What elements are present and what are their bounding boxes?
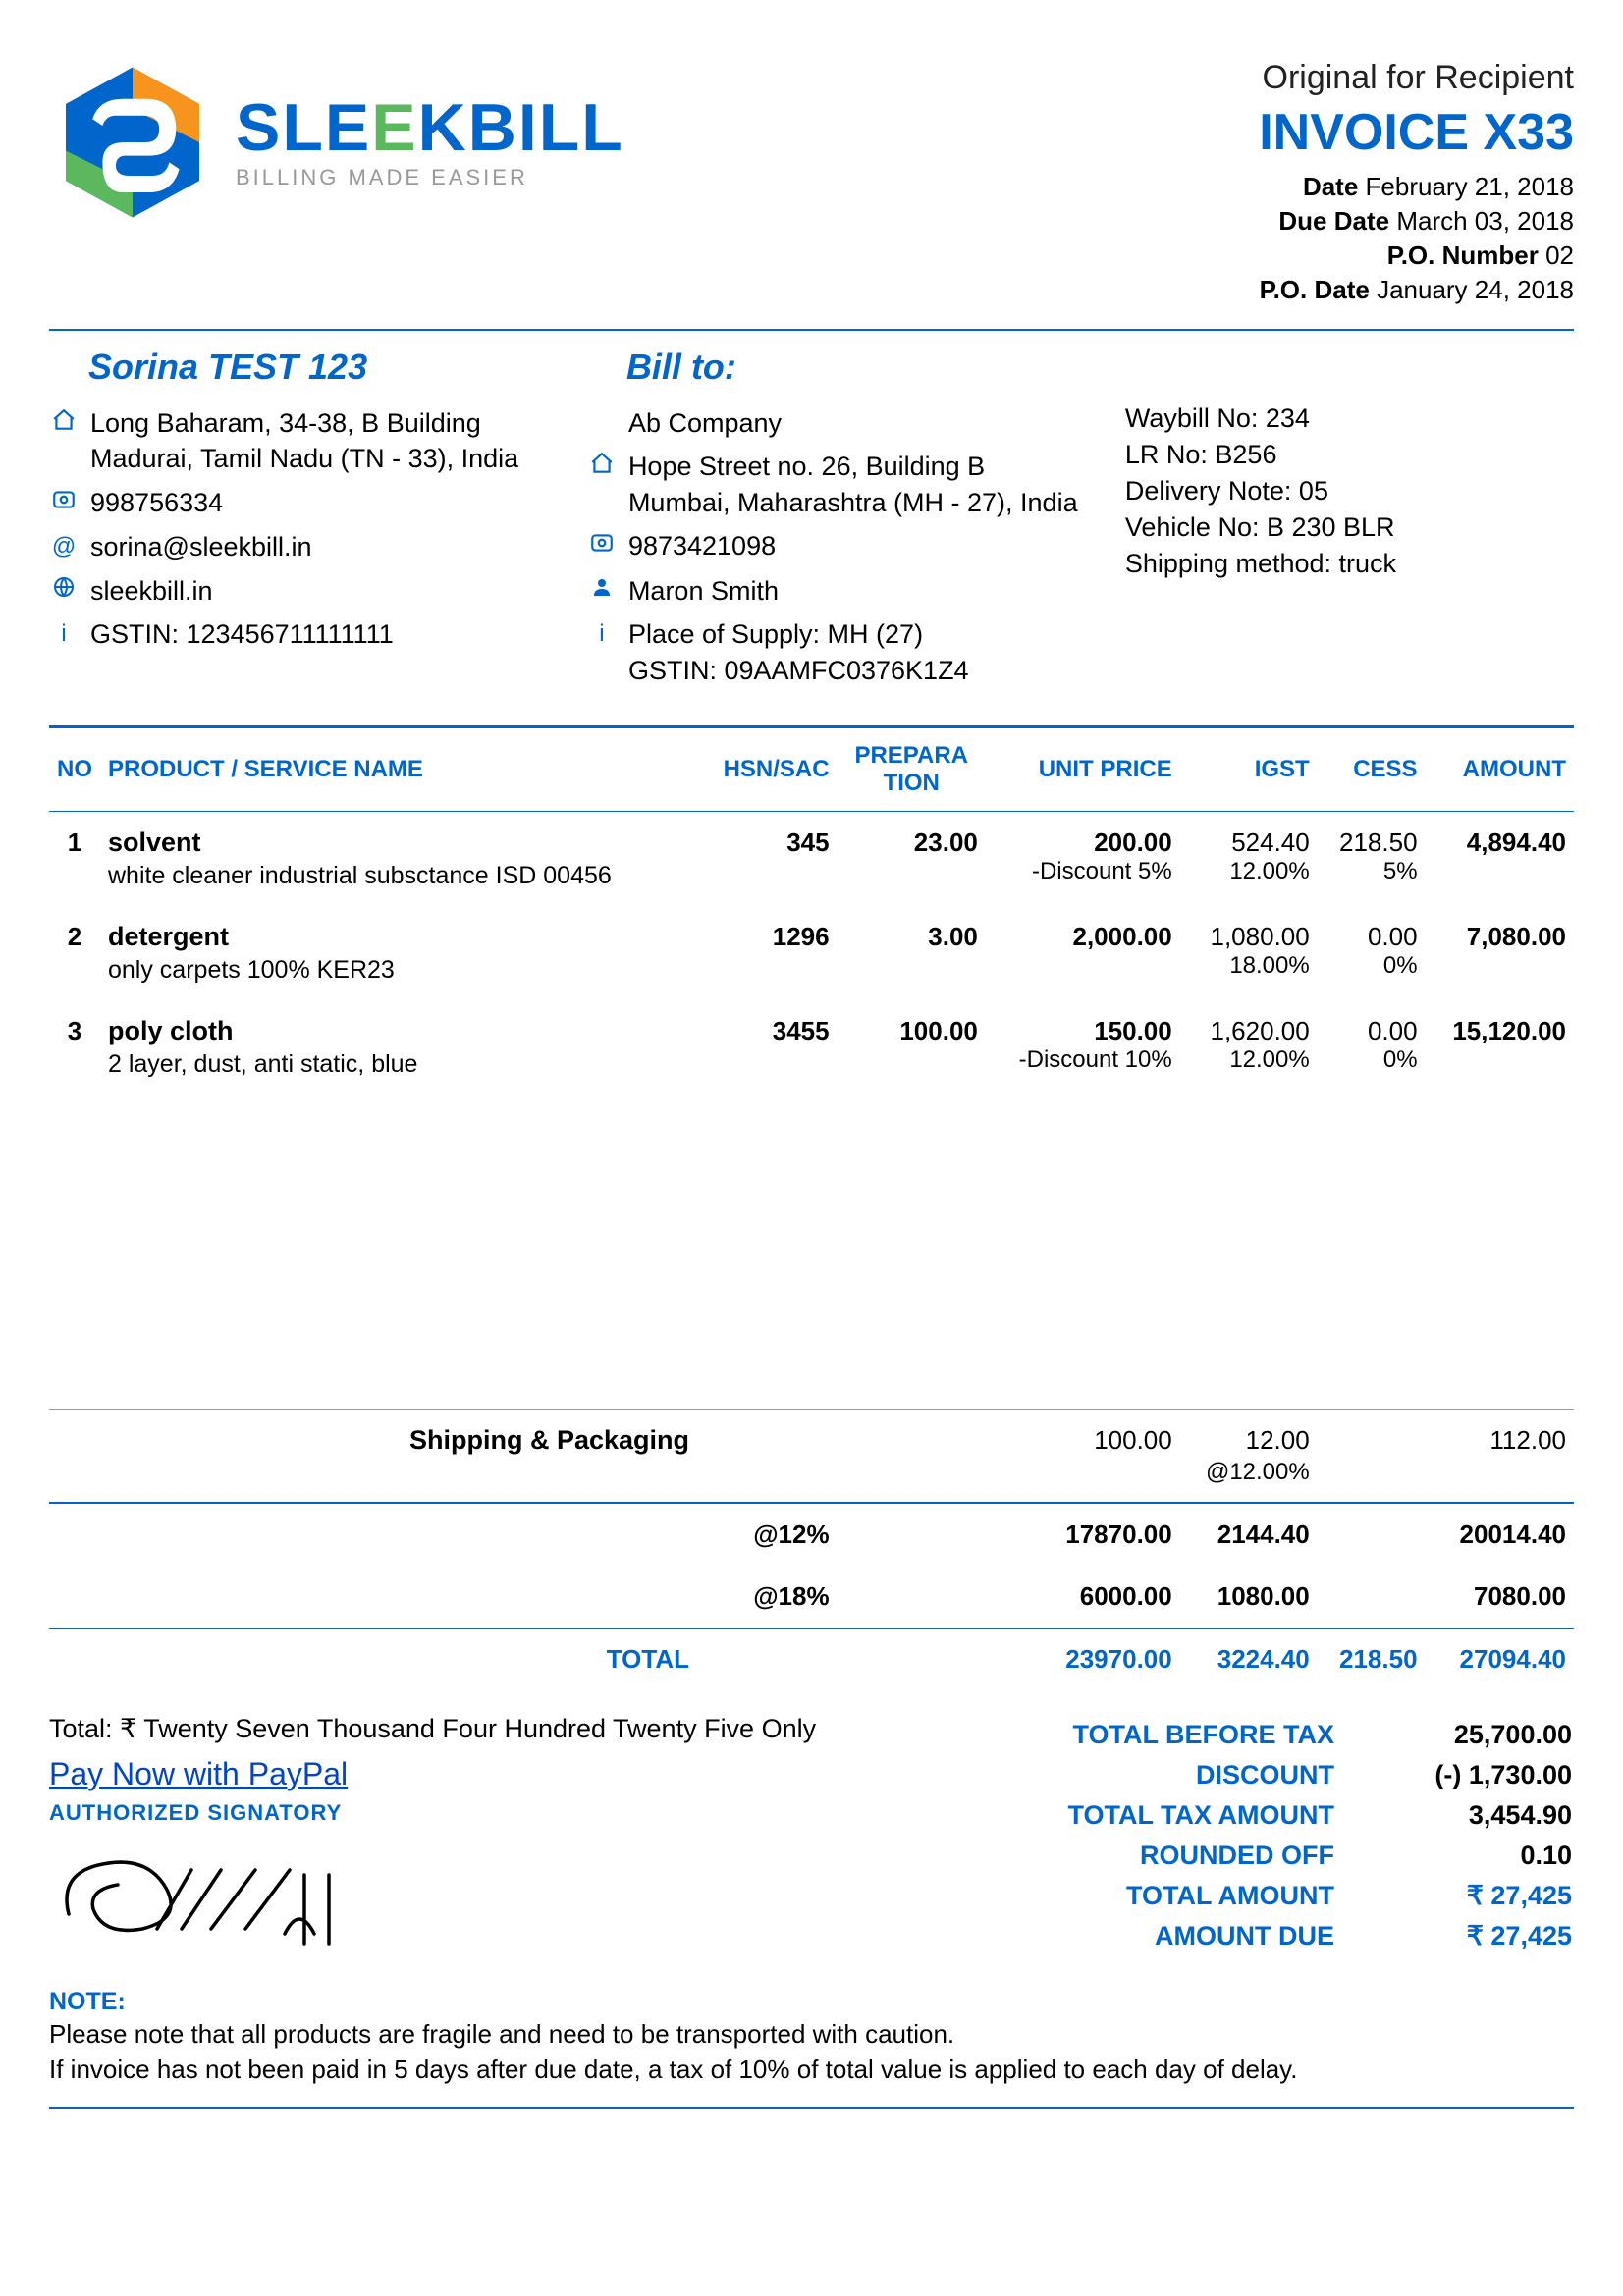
- ship-method: Shipping method: truck: [1125, 549, 1574, 579]
- home-icon: [587, 451, 617, 485]
- due-date: Due Date March 03, 2018: [1259, 206, 1574, 237]
- col-name: PRODUCT / SERVICE NAME: [100, 727, 697, 812]
- vehicle-no: Vehicle No: B 230 BLR: [1125, 512, 1574, 543]
- lr-no: LR No: B256: [1125, 440, 1574, 470]
- signature-image: [49, 1836, 422, 1953]
- info-icon: i: [49, 618, 79, 650]
- note-line-1: Please note that all products are fragil…: [49, 2016, 1574, 2052]
- info-icon: i: [587, 618, 617, 650]
- billto-contact: Maron Smith: [587, 573, 1086, 609]
- table-row: 1 solvent white cleaner industrial subsc…: [49, 812, 1574, 907]
- delivery-note: Delivery Note: 05: [1125, 476, 1574, 507]
- person-icon: [587, 575, 617, 608]
- billto-address: Hope Street no. 26, Building BMumbai, Ma…: [587, 449, 1086, 520]
- invoice-title: INVOICE X33: [1259, 103, 1574, 162]
- total-row: TOTAL 23970.00 3224.40 218.50 27094.40: [49, 1628, 1574, 1690]
- note-title: NOTE:: [49, 1988, 126, 2015]
- footer: Total: ₹ Twenty Seven Thousand Four Hund…: [49, 1714, 1574, 1958]
- logo-block: SLEEKBILL BILLING MADE EASIER: [49, 59, 624, 226]
- table-row: 3 poly cloth 2 layer, dust, anti static,…: [49, 1000, 1574, 1095]
- globe-icon: [49, 575, 79, 608]
- from-web: sleekbill.in: [49, 573, 548, 609]
- note-line-2: If invoice has not been paid in 5 days a…: [49, 2052, 1574, 2087]
- paypal-link[interactable]: Pay Now with PayPal: [49, 1756, 348, 1792]
- logo-icon: [49, 59, 216, 226]
- col-cess: CESS: [1318, 727, 1426, 812]
- phone-icon: [587, 530, 617, 564]
- summary-table: TOTAL BEFORE TAX25,700.00 DISCOUNT(-) 1,…: [928, 1714, 1574, 1957]
- from-gstin: i GSTIN: 123456711111111: [49, 616, 548, 652]
- parties: Sorina TEST 123 Long Baharam, 34-38, B B…: [49, 347, 1574, 696]
- billto-block: Bill to: Ab Company Hope Street no. 26, …: [587, 347, 1086, 696]
- col-price: UNIT PRICE: [986, 727, 1180, 812]
- brand-tagline: BILLING MADE EASIER: [236, 165, 624, 190]
- billto-phone: 9873421098: [587, 528, 1086, 564]
- note-block: NOTE: Please note that all products are …: [49, 1988, 1574, 2109]
- logo-text: SLEEKBILL BILLING MADE EASIER: [236, 94, 624, 190]
- col-prep: PREPARATION: [838, 727, 986, 812]
- table-header-row: NO PRODUCT / SERVICE NAME HSN/SAC PREPAR…: [49, 727, 1574, 812]
- phone-icon: [49, 487, 79, 521]
- invoice-meta: Original for Recipient INVOICE X33 Date …: [1259, 59, 1574, 309]
- shipping-block: Waybill No: 234 LR No: B256 Delivery Not…: [1125, 347, 1574, 696]
- from-address: Long Baharam, 34-38, B BuildingMadurai, …: [49, 405, 548, 477]
- col-no: NO: [49, 727, 100, 812]
- at-icon: @: [49, 531, 79, 562]
- original-for-label: Original for Recipient: [1259, 59, 1574, 97]
- divider: [49, 329, 1574, 331]
- from-block: Sorina TEST 123 Long Baharam, 34-38, B B…: [49, 347, 548, 696]
- header: SLEEKBILL BILLING MADE EASIER Original f…: [49, 59, 1574, 309]
- shipping-row: Shipping & Packaging 100.00 12.00@12.00%…: [49, 1409, 1574, 1503]
- col-igst: IGST: [1180, 727, 1318, 812]
- po-date: P.O. Date January 24, 2018: [1259, 275, 1574, 305]
- from-phone: 998756334: [49, 485, 548, 521]
- col-hsn: HSN/SAC: [697, 727, 838, 812]
- authorized-signatory-label: AUTHORIZED SIGNATORY: [49, 1800, 889, 1826]
- from-title: Sorina TEST 123: [88, 347, 548, 388]
- table-row: 2 detergent only carpets 100% KER23 1296…: [49, 906, 1574, 1000]
- items-table: NO PRODUCT / SERVICE NAME HSN/SAC PREPAR…: [49, 725, 1574, 1690]
- po-number: P.O. Number 02: [1259, 240, 1574, 271]
- billto-pos: i Place of Supply: MH (27)GSTIN: 09AAMFC…: [587, 616, 1086, 688]
- home-icon: [49, 407, 79, 442]
- col-amount: AMOUNT: [1426, 727, 1574, 812]
- billto-company: Ab Company: [587, 405, 1086, 441]
- brand-name: SLEEKBILL: [236, 94, 624, 161]
- tax-breakdown: @12% 17870.00 2144.40 20014.40 @18% 6000…: [49, 1503, 1574, 1690]
- billto-title: Bill to:: [626, 347, 1086, 388]
- total-in-words: Total: ₹ Twenty Seven Thousand Four Hund…: [49, 1714, 889, 1744]
- from-email: @ sorina@sleekbill.in: [49, 529, 548, 564]
- waybill: Waybill No: 234: [1125, 403, 1574, 434]
- invoice-date: Date February 21, 2018: [1259, 172, 1574, 202]
